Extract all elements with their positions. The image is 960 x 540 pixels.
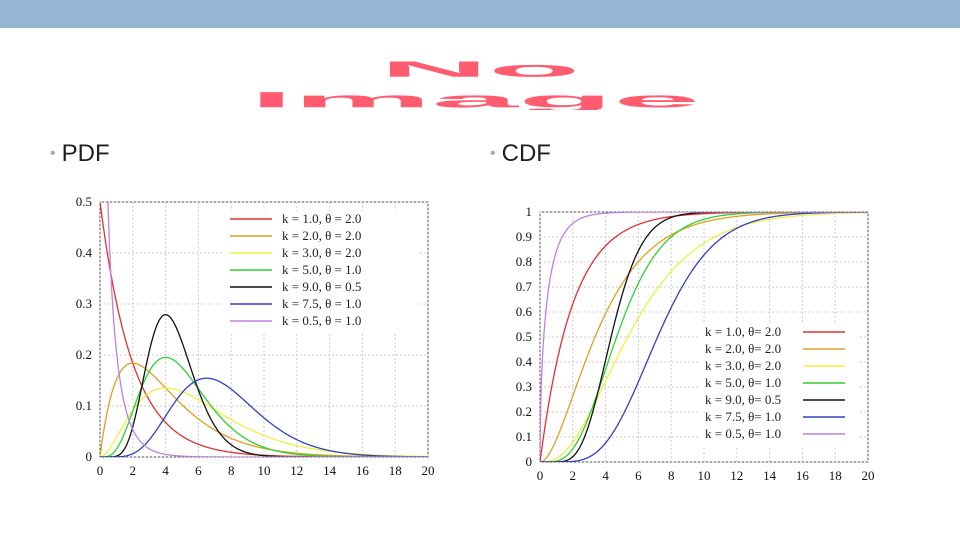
x-tick-label: 4 [602,468,609,483]
y-tick-label: 0.4 [76,245,93,260]
series-group [100,202,428,457]
y-tick-label: 0.7 [516,279,533,294]
legend-entry: k = 1.0, θ = 2.0 [282,211,361,226]
legend-entry: k = 7.5, θ = 1.0 [282,296,361,311]
x-tick-label: 18 [829,468,842,483]
y-tick-label: 0.5 [76,194,92,209]
legend-entry: k = 2.0, θ = 2.0 [282,228,361,243]
legend-entry: k = 2.0, θ= 2.0 [705,341,781,356]
series-line [100,387,428,457]
cdf-chart-svg: 0 2 4 6 8 10 12 14 16 18 20 0 0.1 0.2 0.3 0.4 0.5 0.6 0.7 0… [516,204,875,483]
no-image-line-2: Image [250,88,700,110]
x-tick-label: 8 [668,468,675,483]
series-line [540,212,868,456]
y-tick-label: 0.5 [516,329,532,344]
x-tick-label: 10 [698,468,711,483]
y-tick-label: 0.2 [76,347,92,362]
x-tick-label: 10 [258,463,271,478]
legend-entry: k = 3.0, θ= 2.0 [705,358,781,373]
pdf-chart-svg: 0 2 4 6 8 10 12 14 16 18 20 0 0.1 0.2 0.3 0.4 0.5 k = 1.0… [76,194,435,478]
no-image-line-1: No [380,58,580,82]
bullet-pdf-label: PDF [61,140,110,167]
y-tick-label: 0.8 [516,254,532,269]
y-tick-label: 0.2 [516,404,532,419]
legend-entry: k = 0.5, θ = 1.0 [282,313,361,328]
x-tick-label: 16 [356,463,370,478]
x-tick-label: 16 [796,468,810,483]
x-tick-label: 8 [228,463,235,478]
series-line [107,202,428,457]
y-tick-label: 0.1 [516,429,532,444]
y-tick-label: 0.3 [76,296,92,311]
bullet-cdf: • CDF [490,140,551,168]
x-tick-label: 2 [570,468,577,483]
legend-entry: k = 5.0, θ= 1.0 [705,375,781,390]
y-tick-label: 0.9 [516,229,532,244]
x-tick-label: 6 [195,463,202,478]
bullet-dot-icon: • [50,145,56,162]
y-tick-label: 0 [86,449,93,464]
y-tick-label: 0.4 [516,354,533,369]
y-tick-label: 0.1 [76,398,92,413]
legend-entry: k = 3.0, θ = 2.0 [282,245,361,260]
no-image-placeholder: No Image [240,57,710,112]
y-tick-label: 0 [526,454,533,469]
slide-header-bar [0,0,960,28]
series-line [540,212,868,462]
x-tick-label: 6 [635,468,642,483]
bullet-pdf: • PDF [50,140,110,168]
legend-entry: k = 0.5, θ= 1.0 [705,426,781,441]
legend-box [224,211,419,334]
y-tick-label: 0.6 [516,304,533,319]
legend-entry: k = 9.0, θ= 0.5 [705,392,781,407]
series-line [100,313,428,457]
legend-box [699,324,859,447]
x-tick-label: 14 [323,463,337,478]
series-group [540,212,868,462]
x-tick-label: 2 [130,463,137,478]
bullet-dot-icon: • [490,145,496,162]
pdf-chart: 0 2 4 6 8 10 12 14 16 18 20 0 0.1 0.2 0.3 0.4 0.5 k = 1.0… [60,190,440,485]
legend-entry: k = 9.0, θ = 0.5 [282,279,361,294]
y-tick-label: 1 [526,204,533,219]
x-tick-label: 14 [763,468,777,483]
bullet-cdf-label: CDF [501,140,551,167]
legend-entry: k = 1.0, θ= 2.0 [705,324,781,339]
x-tick-label: 20 [422,463,435,478]
x-tick-label: 18 [389,463,402,478]
x-tick-label: 0 [537,468,544,483]
x-tick-label: 4 [162,463,169,478]
x-tick-label: 0 [97,463,104,478]
series-line [100,377,428,457]
y-tick-label: 0.3 [516,379,532,394]
x-tick-label: 20 [862,468,875,483]
legend-entry: k = 5.0, θ = 1.0 [282,262,361,277]
x-tick-label: 12 [730,468,743,483]
cdf-chart: 0 2 4 6 8 10 12 14 16 18 20 0 0.1 0.2 0.3 0.4 0.5 0.6 0.7 0… [500,200,880,490]
x-tick-label: 12 [290,463,303,478]
legend-entry: k = 7.5, θ= 1.0 [705,409,781,424]
